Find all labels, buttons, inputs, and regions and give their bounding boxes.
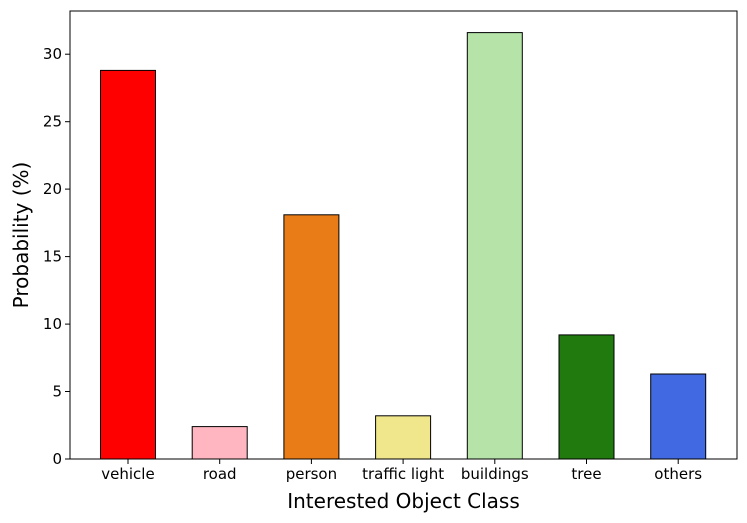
y-tick-label: 20 xyxy=(43,180,62,198)
bars-group xyxy=(100,32,707,460)
y-tick-label: 10 xyxy=(43,315,62,333)
x-axis-title: Interested Object Class xyxy=(287,489,520,513)
x-tick-label: others xyxy=(654,465,702,483)
x-tick-label: buildings xyxy=(461,465,529,483)
x-tick-label: traffic light xyxy=(362,465,444,483)
y-tick-label: 25 xyxy=(43,113,62,131)
y-tick-label: 0 xyxy=(52,450,62,468)
bar-tree xyxy=(558,334,615,460)
y-tick-label: 30 xyxy=(43,45,62,63)
bar-person xyxy=(283,214,340,460)
bar-traffic-light xyxy=(375,415,432,460)
x-ticks-group: vehicle road person traffic light buildings t… xyxy=(101,459,702,483)
y-axis-title: Probability (%) xyxy=(9,162,33,309)
y-ticks-group: 0 5 10 15 20 25 30 xyxy=(43,45,70,468)
bar-others xyxy=(650,373,707,460)
bar-buildings xyxy=(466,32,523,460)
plot-area-frame xyxy=(69,10,738,460)
bar-vehicle xyxy=(100,69,156,460)
bar-road xyxy=(191,426,248,460)
x-tick-label: tree xyxy=(571,465,601,483)
x-tick-label: vehicle xyxy=(101,465,154,483)
x-tick-label: person xyxy=(286,465,337,483)
y-tick-label: 15 xyxy=(43,248,62,266)
y-tick-label: 5 xyxy=(52,383,62,401)
x-tick-label: road xyxy=(203,465,237,483)
